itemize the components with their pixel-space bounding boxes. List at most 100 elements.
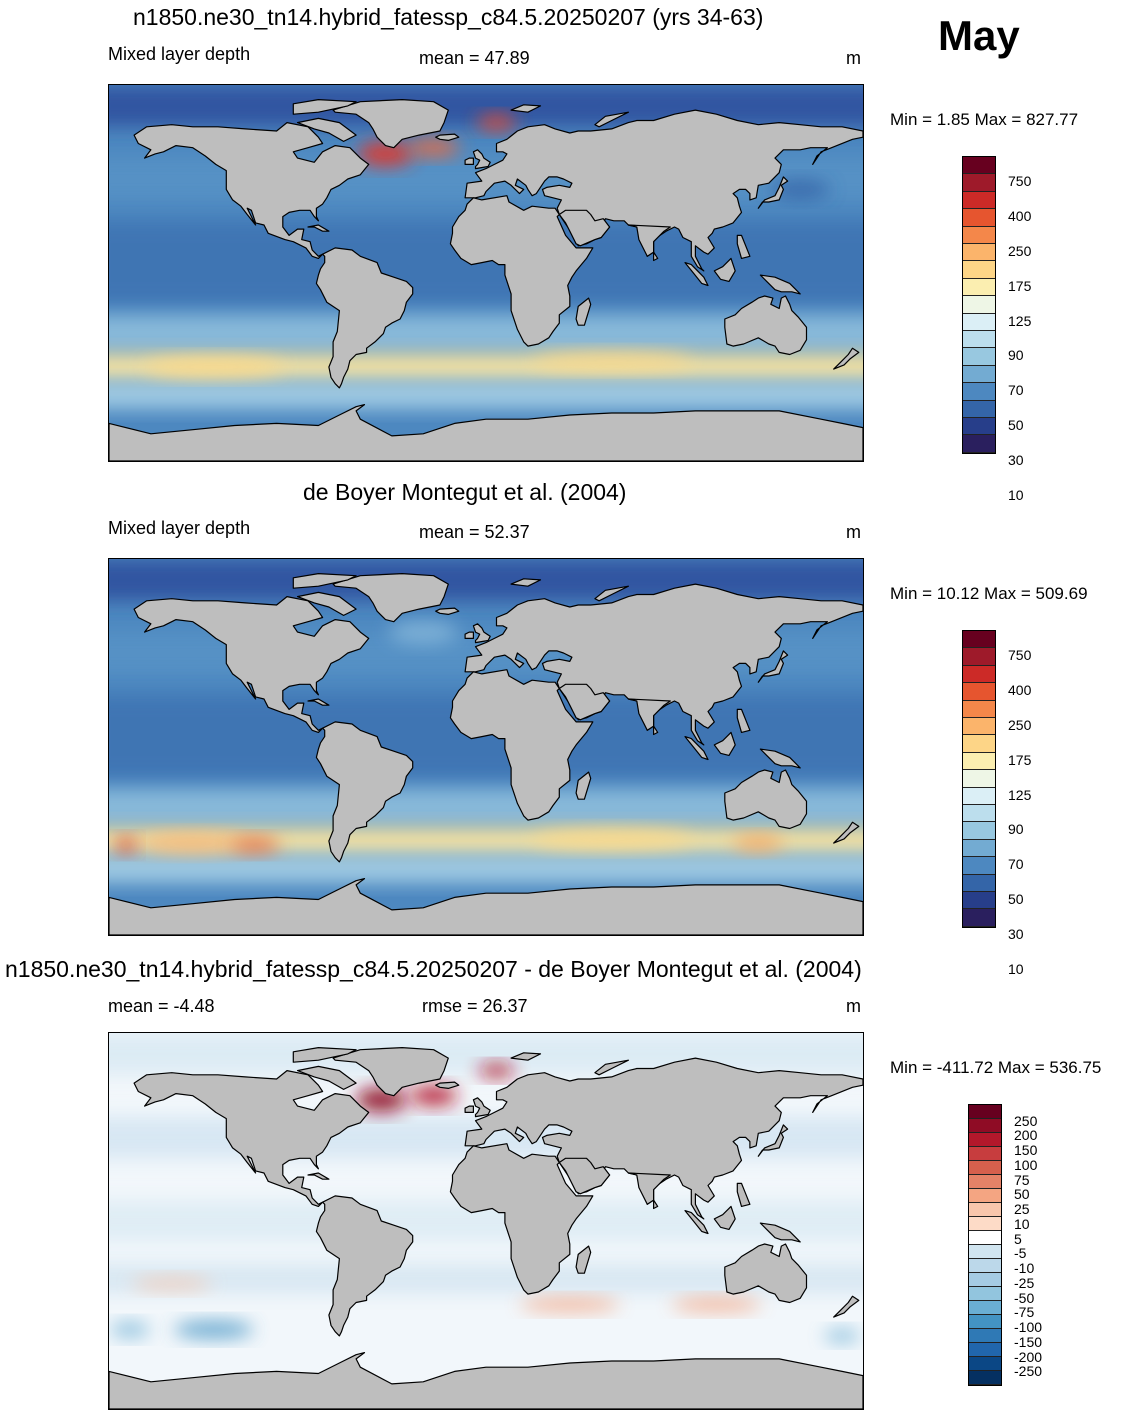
panel1-minmax: Min = 1.85 Max = 827.77 [890,110,1079,129]
landmass-namerica [133,122,370,259]
colorbar-swatch [969,1105,1001,1119]
colorbar-label: 175 [1008,751,1032,768]
landmass-cuba [307,1172,330,1180]
landmass-ireland [464,1105,474,1113]
landmass-antarctica [109,878,863,935]
landmass-japan [757,1124,789,1157]
colorbar-label: -50 [1014,1289,1035,1306]
landmass-svalbard [510,104,542,113]
south-atlantic-positive [519,1297,620,1312]
panel1-left-label: Mixed layer depth [108,44,251,64]
colorbar-swatch [963,665,995,684]
colorbar-label: 100 [1014,1156,1038,1173]
colorbar-swatch [963,226,995,244]
landmass-newguinea [759,748,801,769]
colorbar-swatch [969,1287,1001,1301]
landmass-africa [449,195,594,347]
colorbar-swatch [963,718,995,736]
colorbar-swatch [963,278,995,297]
panel2-title: de Boyer Montegut et al. (2004) [303,479,627,505]
landmass-borneo [713,731,736,756]
landmass-arabia [558,683,611,721]
colorbar-swatch [963,157,995,175]
colorbar-swatch [963,418,995,436]
landmass-japan [757,176,789,209]
colorbar-swatch [969,1273,1001,1287]
colorbar-label: -10 [1014,1260,1035,1277]
landmass-antarctica [109,404,863,461]
panel2-mean: mean = 52.37 [419,522,530,542]
colorbar-swatch [963,683,995,701]
colorbar-swatch [969,1175,1001,1189]
colorbar-label: -5 [1014,1245,1027,1262]
colorbar-swatch [963,191,995,210]
panel3-units: m [846,996,861,1016]
landmass-madagascar [575,297,592,326]
panel1-units: m [846,48,861,68]
mld-colorbar-box [962,156,996,454]
panel3-map [108,1032,864,1410]
landmass-arabia [558,209,611,247]
landmass-eurasia [464,109,863,272]
colorbar-label: 200 [1014,1127,1038,1144]
colorbar-label: -150 [1014,1333,1043,1350]
landmass-novaya [594,585,629,602]
colorbar-label: -200 [1014,1348,1043,1365]
colorbar-label: -25 [1014,1274,1035,1291]
landmass-britain [472,149,491,170]
colorbar-label: 70 [1008,856,1024,873]
colorbar-swatch [963,770,995,788]
landmass-australia [724,1243,808,1304]
dateline-negative [109,1321,150,1338]
colorbar-label: 400 [1008,208,1032,225]
landmass-sumatra [684,262,709,287]
landmass-newguinea [759,1222,801,1243]
landmass-antarctica [109,1352,863,1409]
panel3-rmse: rmse = 26.37 [422,996,528,1016]
colorbar-label: 150 [1014,1142,1038,1159]
landmass-srilanka [653,1199,659,1210]
colorbar-label: 5 [1014,1230,1022,1247]
landmass-baffin [296,117,357,142]
colorbar-label: 250 [1008,243,1032,259]
landmass-philippines [736,1182,751,1207]
landmass-greenland [332,1047,449,1097]
colorbar-swatch [969,1147,1001,1161]
colorbar-swatch [969,1357,1001,1371]
landmass-eurasia [464,1057,863,1220]
landmass-britain [472,1097,491,1118]
colorbar-label: 10 [1008,960,1024,977]
landmass-ellesmere [292,99,357,115]
panel3-minmax: Min = -411.72 Max = 536.75 [890,1058,1102,1077]
colorbar-label: 75 [1014,1171,1030,1188]
landmass-newzealand [833,347,860,370]
colorbar-swatch [963,909,995,927]
colorbar-swatch [963,700,995,718]
colorbar-swatch [969,1203,1001,1217]
colorbar-swatch [963,631,995,649]
colorbar-label: 90 [1008,347,1024,364]
colorbar-swatch [969,1301,1001,1315]
colorbar-swatch [969,1315,1001,1329]
landmass-philippines [736,234,751,259]
colorbar-swatch [969,1259,1001,1273]
colorbar-label: 125 [1008,312,1032,329]
colorbar-label: 125 [1008,786,1032,803]
panel3-title: n1850.ne30_tn14.hybrid_fatessp_c84.5.202… [5,956,862,982]
landmass-samerica [315,721,414,863]
colorbar-swatch [963,296,995,314]
landmass-newguinea [759,274,801,295]
colorbar-swatch [963,313,995,331]
colorbar-label: 50 [1014,1186,1030,1203]
panel2-units: m [846,522,861,542]
colorbar-label: 50 [1008,417,1024,433]
colorbar-label: 50 [1008,891,1024,907]
landmass-greenland [332,573,449,623]
south-pacific-blob [137,833,248,854]
colorbar-swatch [963,874,995,892]
landmass-africa [449,669,594,821]
landmass-ireland [464,631,474,639]
landmass-philippines [736,708,751,733]
colorbar-label: 250 [1014,1112,1038,1129]
colorbar-swatch [963,348,995,366]
